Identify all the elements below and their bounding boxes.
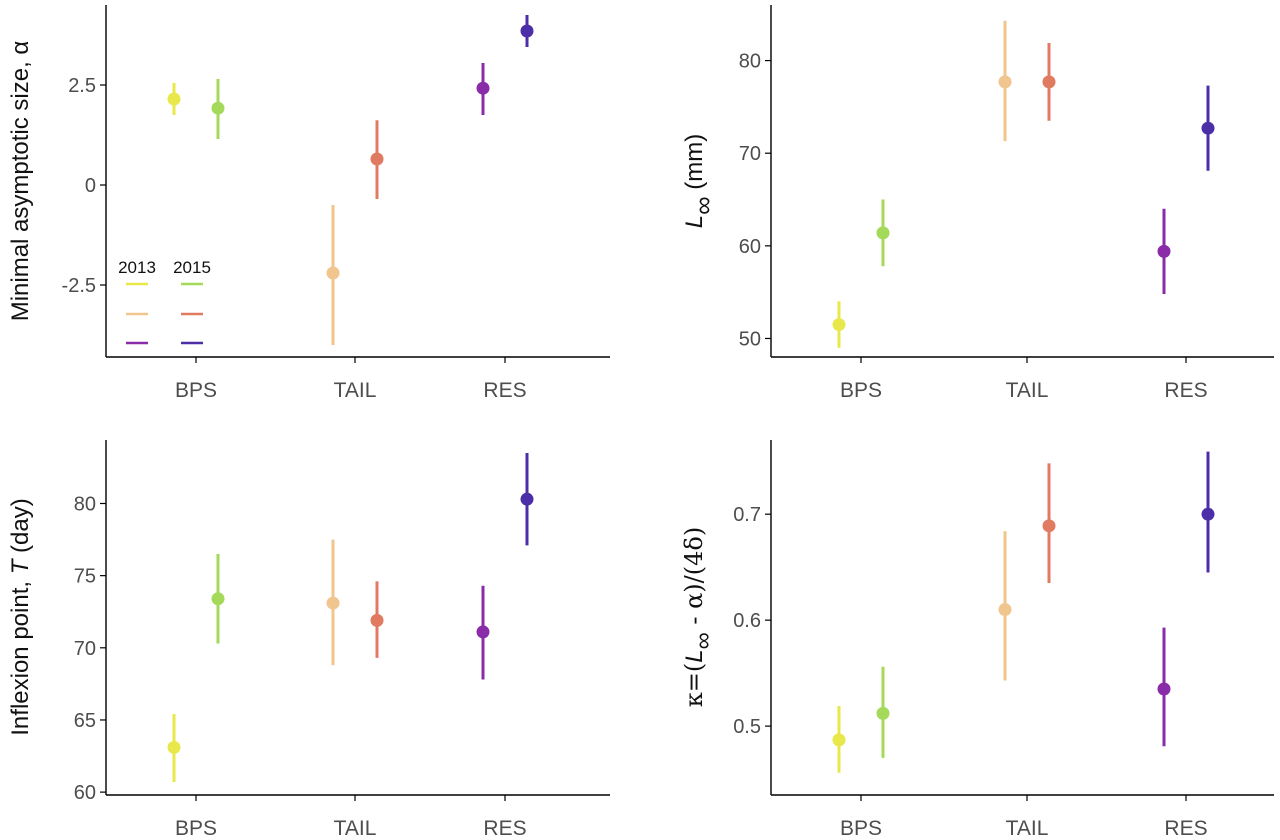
y-axis-title: L∞ (mm) — [681, 134, 718, 229]
y-axis-title-kappa: κ=( — [680, 663, 708, 707]
point-tail-2013 — [998, 603, 1012, 617]
point-res-2013 — [1157, 244, 1171, 258]
panel-top-right: 50 60 70 80 BPS TAIL RES L∞ (mm) — [681, 5, 1274, 402]
y-axis-title: Minimal asymptotic size, α — [7, 41, 34, 322]
point-tail-2015 — [370, 152, 384, 166]
legend: 2013 2015 — [118, 258, 211, 345]
legend-header-2015: 2015 — [173, 258, 211, 277]
point-tail-2013 — [998, 75, 1012, 89]
point-bps-2015 — [876, 226, 890, 240]
y-axis-title-inf: ∞ — [688, 196, 718, 215]
y-tick-label: 0.5 — [733, 716, 761, 738]
point-res-2013 — [476, 625, 490, 639]
y-axis-title-l: L — [681, 215, 708, 228]
panel-bottom-left: 60 65 70 75 80 BPS TAIL RES Inflexion point, T (… — [7, 440, 610, 840]
category-label-res: RES — [483, 817, 526, 840]
y-axis-title-rest: - α)/(4δ) — [680, 527, 708, 632]
point-res-2015 — [1201, 507, 1215, 521]
y-tick-label: -2.5 — [62, 275, 96, 297]
y-tick-label: 0.6 — [733, 610, 761, 632]
panel-bottom-right: 0.5 0.6 0.7 BPS TAIL RES κ=(L∞ - α)/(4δ) — [680, 440, 1274, 840]
point-tail-2015 — [370, 613, 384, 627]
category-label-bps: BPS — [840, 817, 882, 840]
point-bps-2015 — [876, 706, 890, 720]
point-bps-2013 — [167, 92, 181, 106]
y-axis-title-unit: (mm) — [681, 134, 708, 197]
y-tick-label: 80 — [739, 51, 761, 73]
y-tick-label: 0.7 — [733, 504, 761, 526]
point-res-2013 — [1157, 682, 1171, 696]
category-label-tail: TAIL — [1006, 817, 1049, 840]
category-label-res: RES — [1164, 379, 1207, 402]
y-tick-label: 75 — [74, 566, 96, 588]
y-tick-label: 60 — [74, 782, 96, 804]
point-tail-2015 — [1042, 519, 1056, 533]
y-tick-label: 2.5 — [68, 75, 96, 97]
category-label-bps: BPS — [840, 379, 882, 402]
y-tick-label: 80 — [74, 493, 96, 515]
category-label-tail: TAIL — [334, 817, 377, 840]
point-res-2015 — [520, 492, 534, 506]
point-tail-2015 — [1042, 75, 1056, 89]
y-axis-title: Inflexion point, T (day) — [7, 498, 34, 735]
y-axis-title-inf: ∞ — [690, 632, 717, 649]
category-label-tail: TAIL — [1006, 379, 1049, 402]
point-bps-2013 — [832, 733, 846, 747]
legend-header-2013: 2013 — [118, 258, 156, 277]
point-bps-2015 — [211, 592, 225, 606]
category-label-tail: TAIL — [334, 379, 377, 402]
y-tick-label: 60 — [739, 236, 761, 258]
point-tail-2013 — [326, 266, 340, 280]
y-axis-title-l: L — [681, 649, 708, 662]
y-tick-label: 0 — [85, 175, 96, 197]
point-bps-2015 — [211, 101, 225, 115]
point-res-2015 — [520, 24, 534, 38]
category-label-bps: BPS — [175, 379, 217, 402]
category-label-res: RES — [1164, 817, 1207, 840]
y-axis-title-unit: (day) — [7, 498, 34, 559]
y-tick-label: 50 — [739, 328, 761, 350]
point-bps-2013 — [832, 318, 846, 332]
category-label-res: RES — [483, 379, 526, 402]
y-tick-label: 70 — [74, 638, 96, 660]
category-label-bps: BPS — [175, 817, 217, 840]
point-res-2015 — [1201, 121, 1215, 135]
panel-top-left: 2.5 0 -2.5 BPS TAIL RES Minimal asymptotic siz… — [7, 5, 610, 402]
y-axis-title-t: T — [7, 557, 34, 574]
y-axis-title: κ=(L∞ - α)/(4δ) — [680, 527, 717, 707]
y-tick-label: 70 — [739, 143, 761, 165]
point-tail-2013 — [326, 596, 340, 610]
y-tick-label: 65 — [74, 710, 96, 732]
point-res-2013 — [476, 81, 490, 95]
y-axis-title-lead: Inflexion point, — [7, 574, 34, 735]
point-bps-2013 — [167, 740, 181, 754]
